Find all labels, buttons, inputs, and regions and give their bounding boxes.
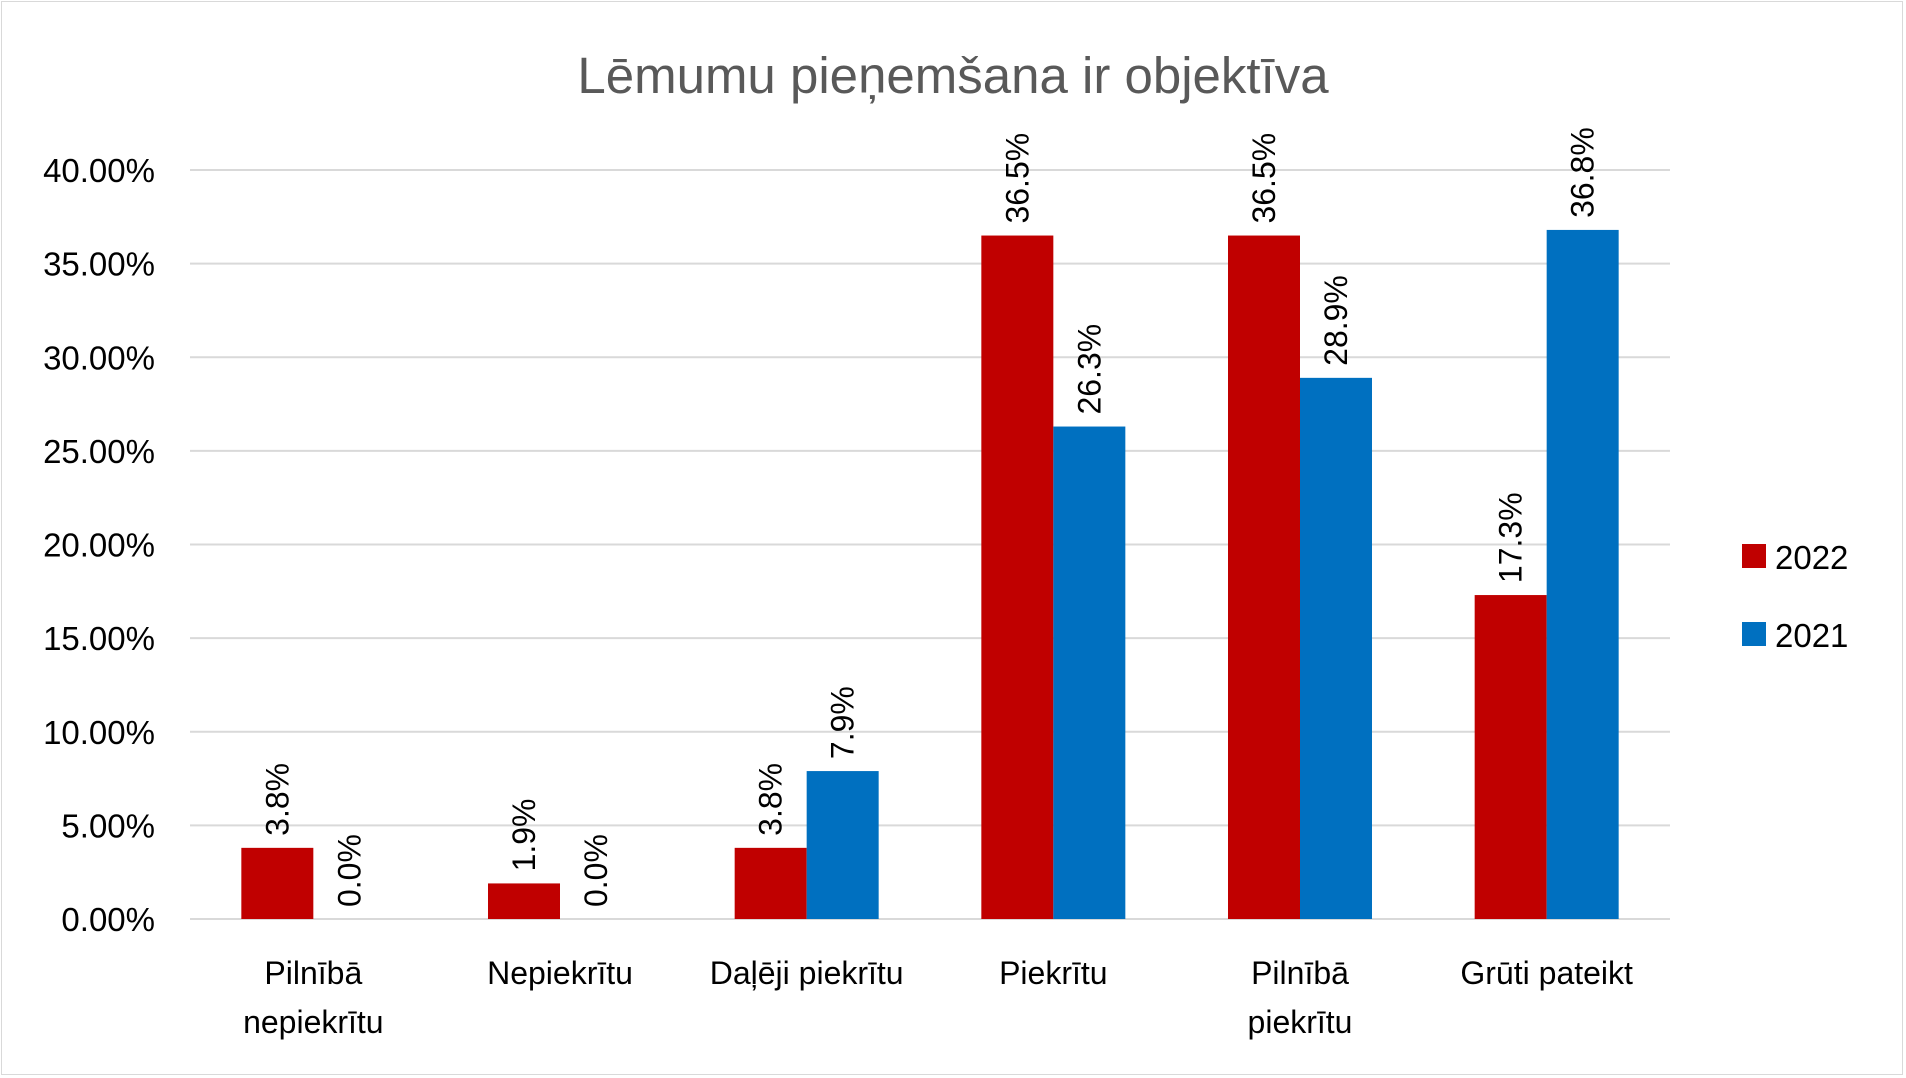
- y-tick-label: 35.00%: [43, 246, 155, 283]
- y-tick-label: 0.00%: [61, 901, 155, 938]
- data-label: 3.8%: [259, 763, 295, 836]
- y-tick-label: 20.00%: [43, 527, 155, 564]
- y-tick-label: 10.00%: [43, 714, 155, 751]
- legend-label-2022: 2022: [1775, 539, 1848, 576]
- data-label: 0.0%: [331, 834, 367, 907]
- bar-2021: [806, 771, 879, 919]
- data-label: 36.5%: [999, 133, 1035, 224]
- legend-label-2021: 2021: [1775, 617, 1848, 654]
- x-tick-label: Daļēji piekrītu: [710, 955, 904, 991]
- bar-2022: [1474, 595, 1547, 919]
- y-tick-label: 25.00%: [43, 433, 155, 470]
- gridlines: [190, 169, 1670, 920]
- data-label: 17.3%: [1493, 492, 1529, 583]
- bar-2022: [241, 847, 314, 919]
- y-axis: 0.00% 5.00% 10.00% 15.00% 20.00% 25.00% 30.00%…: [43, 152, 155, 938]
- bar-2022: [488, 883, 560, 919]
- x-tick-label: Pilnībā nepiekrītu: [243, 955, 384, 1040]
- y-tick-label: 5.00%: [61, 807, 155, 844]
- bar-2021: [1546, 229, 1619, 920]
- bar-2021: [1053, 426, 1126, 919]
- data-label: 3.8%: [753, 763, 789, 836]
- y-tick-label: 40.00%: [43, 152, 155, 189]
- bar-2021: [1300, 377, 1372, 919]
- x-tick-label: Nepiekrītu: [487, 955, 633, 991]
- x-tick-label: Grūti pateikt: [1460, 955, 1633, 991]
- data-label: 7.9%: [825, 686, 861, 759]
- x-tick-label: Piekrītu: [999, 955, 1107, 991]
- y-tick-label: 15.00%: [43, 620, 155, 657]
- bars: [241, 229, 1619, 920]
- chart-title: Lēmumu pieņemšana ir objektīva: [577, 47, 1329, 104]
- bar-2022: [981, 235, 1054, 920]
- x-axis: Pilnībā nepiekrītu Nepiekrītu Daļēji piekrī…: [243, 955, 1633, 1040]
- data-labels: 3.8% 1.9% 3.8% 36.5% 36.5% 17.3% 0.0% 0.0% 7.9% 2…: [259, 127, 1600, 907]
- data-label: 1.9%: [506, 798, 542, 871]
- x-tick-label: Pilnībā piekrītu: [1248, 955, 1353, 1040]
- legend-swatch-2022: [1742, 544, 1766, 568]
- bar-2022: [1228, 235, 1300, 920]
- data-label: 28.9%: [1318, 275, 1354, 366]
- data-label: 36.8%: [1565, 127, 1601, 218]
- legend: 2022 2021: [1742, 539, 1848, 654]
- data-label: 0.0%: [578, 834, 614, 907]
- y-tick-label: 30.00%: [43, 339, 155, 376]
- legend-swatch-2021: [1742, 622, 1766, 646]
- data-label: 36.5%: [1246, 133, 1282, 224]
- data-label: 26.3%: [1071, 324, 1107, 415]
- bar-2022: [734, 847, 807, 919]
